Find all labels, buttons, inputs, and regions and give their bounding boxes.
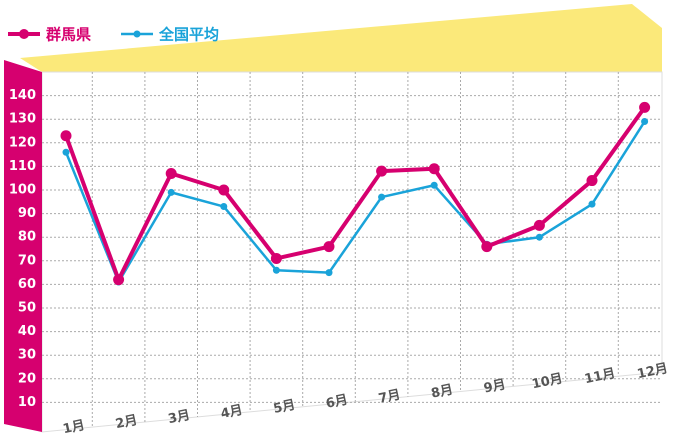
- legend-marker: [133, 30, 141, 38]
- y-tick-label: 50: [18, 301, 36, 316]
- x-tick-label: 8月: [430, 382, 455, 401]
- data-point: [272, 266, 280, 274]
- y-tick-label: 100: [9, 183, 36, 198]
- data-point: [428, 163, 440, 175]
- data-point: [325, 269, 333, 277]
- x-tick-label: 3月: [167, 408, 192, 427]
- legend-marker: [19, 29, 29, 39]
- data-point: [535, 233, 543, 241]
- y-tick-label: 120: [9, 135, 36, 150]
- y-axis-strip: [4, 60, 42, 432]
- legend-label: 全国平均: [158, 26, 219, 44]
- data-point: [586, 175, 598, 187]
- x-tick-label: 12月: [636, 361, 670, 382]
- data-point: [639, 101, 651, 113]
- data-point: [533, 219, 545, 231]
- x-tick-label: 4月: [219, 403, 244, 422]
- data-point: [113, 274, 125, 286]
- x-tick-label: 7月: [377, 388, 402, 407]
- data-point: [62, 148, 70, 156]
- top-band: [20, 4, 662, 72]
- legend-label: 群馬県: [46, 26, 91, 44]
- x-tick-label: 5月: [272, 398, 297, 417]
- data-point: [60, 130, 72, 142]
- x-tick-label: 2月: [114, 413, 139, 432]
- y-tick-label: 40: [18, 324, 36, 339]
- data-point: [165, 167, 177, 179]
- y-tick-label: 70: [18, 253, 36, 268]
- series-line: [64, 106, 647, 282]
- data-point: [270, 252, 282, 264]
- x-tick-label: 11月: [583, 366, 617, 387]
- x-tick-label: 6月: [325, 393, 350, 412]
- data-point: [588, 200, 596, 208]
- plot: [60, 101, 651, 286]
- y-tick-label: 80: [18, 230, 36, 245]
- y-tick-label: 30: [18, 348, 36, 363]
- data-point: [167, 188, 175, 196]
- data-point: [323, 241, 335, 253]
- y-tick-label: 20: [18, 371, 36, 386]
- x-tick-label: 1月: [62, 418, 87, 437]
- data-point: [376, 165, 388, 177]
- y-tick-label: 110: [9, 159, 36, 174]
- y-tick-label: 130: [9, 112, 36, 127]
- data-point: [430, 181, 438, 189]
- x-tick-label: 9月: [482, 377, 507, 396]
- y-tick-label: 10: [18, 395, 36, 410]
- data-point: [481, 241, 493, 253]
- data-point: [378, 193, 386, 201]
- y-tick-label: 140: [9, 88, 36, 103]
- data-point: [220, 203, 228, 211]
- x-tick-label: 10月: [531, 371, 565, 392]
- data-point: [218, 184, 230, 196]
- y-tick-label: 60: [18, 277, 36, 292]
- data-point: [641, 118, 649, 126]
- grid: 10 20 30 40 50 60 70 80 90 100 110 120 130 140 1月 2月 3月 4…: [9, 72, 670, 437]
- series-line: [64, 120, 646, 284]
- legend: 群馬県 全国平均: [8, 26, 219, 44]
- y-tick-label: 90: [18, 206, 36, 221]
